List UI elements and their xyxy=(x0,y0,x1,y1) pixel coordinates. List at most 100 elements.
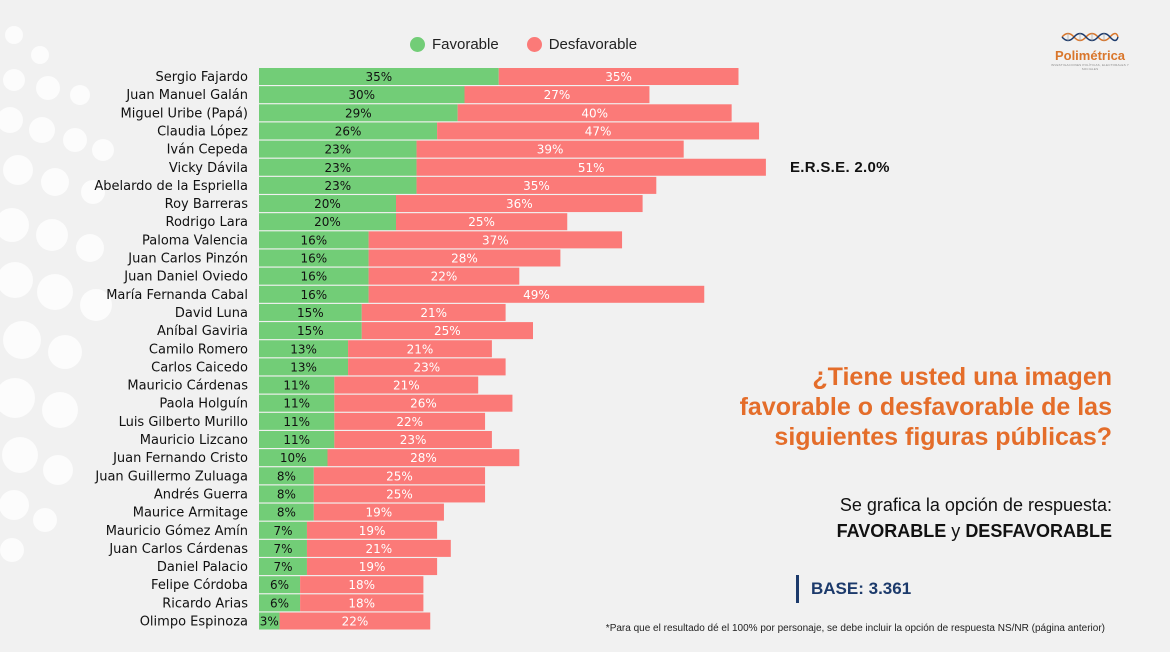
bar-desfavorable xyxy=(300,576,424,594)
bar-desfavorable xyxy=(368,285,705,303)
erse-label: E.R.S.E. 2.0% xyxy=(790,159,890,176)
data-label-desfavorable: 22% xyxy=(342,615,369,629)
data-label-desfavorable: 51% xyxy=(578,161,605,175)
chart-legend: Favorable Desfavorable xyxy=(410,36,665,53)
data-label-desfavorable: 28% xyxy=(451,252,478,266)
category-label: Mauricio Lizcano xyxy=(140,433,248,448)
legend-item-desfavorable: Desfavorable xyxy=(526,36,638,53)
bar-desfavorable xyxy=(313,467,486,485)
bar-desfavorable xyxy=(348,358,506,376)
data-label-favorable: 11% xyxy=(283,433,310,447)
legend-swatch-desfavorable xyxy=(526,37,542,52)
bar-desfavorable xyxy=(416,176,657,194)
logo-tagline: INVESTIGACIONES POLÍTICAS, ELECTORALES Y… xyxy=(1050,63,1130,71)
bar-desfavorable xyxy=(279,612,431,630)
data-label-desfavorable: 25% xyxy=(386,469,413,483)
bar-favorable xyxy=(259,576,301,594)
bar-desfavorable xyxy=(416,140,684,158)
data-label-desfavorable: 39% xyxy=(537,143,564,157)
bar-favorable xyxy=(259,104,458,122)
data-label-desfavorable: 35% xyxy=(523,179,550,193)
data-label-favorable: 11% xyxy=(283,415,310,429)
question-title: ¿Tiene usted una imagen favorable o desf… xyxy=(739,363,1112,451)
category-label: Daniel Palacio xyxy=(157,560,248,575)
bar-favorable xyxy=(259,612,280,630)
data-label-desfavorable: 25% xyxy=(386,487,413,501)
data-label-favorable: 20% xyxy=(314,197,341,211)
category-label: Paloma Valencia xyxy=(142,233,248,248)
bar-desfavorable xyxy=(334,412,486,430)
legend-label-desfavorable: Desfavorable xyxy=(548,36,638,53)
category-label: Camilo Romero xyxy=(149,342,248,357)
data-label-favorable: 15% xyxy=(297,324,324,338)
data-label-favorable: 11% xyxy=(283,397,310,411)
category-label: Roy Barreras xyxy=(165,197,249,212)
category-label: Maurice Armitage xyxy=(133,506,248,521)
data-label-desfavorable: 22% xyxy=(396,415,423,429)
bar-favorable xyxy=(259,394,335,412)
dna-wave-icon xyxy=(1061,32,1119,42)
category-label: Felipe Córdoba xyxy=(151,578,248,593)
legend-swatch-favorable xyxy=(410,37,425,52)
bar-favorable xyxy=(259,539,307,557)
data-label-favorable: 8% xyxy=(277,487,296,501)
data-label-desfavorable: 36% xyxy=(506,197,533,211)
data-label-favorable: 23% xyxy=(324,179,351,193)
data-label-desfavorable: 19% xyxy=(359,524,386,538)
category-label: Vicky Dávila xyxy=(169,161,248,176)
bar-desfavorable xyxy=(361,303,506,321)
bar-desfavorable xyxy=(334,431,492,448)
category-label: Aníbal Gaviria xyxy=(157,324,248,339)
data-label-favorable: 7% xyxy=(273,524,292,538)
subtitle-connector: y xyxy=(946,521,966,541)
data-label-favorable: 26% xyxy=(335,124,362,138)
data-label-desfavorable: 28% xyxy=(410,451,437,465)
bar-favorable xyxy=(259,340,349,358)
bar-desfavorable xyxy=(368,249,561,267)
category-label: David Luna xyxy=(175,306,248,321)
bar-desfavorable xyxy=(416,158,766,176)
subtitle-options: FAVORABLE y DESFAVORABLE xyxy=(692,518,1112,544)
data-label-favorable: 13% xyxy=(290,360,317,374)
legend-label-favorable: Favorable xyxy=(432,36,499,53)
bar-desfavorable xyxy=(306,539,451,557)
bar-favorable xyxy=(259,322,362,340)
bar-favorable xyxy=(259,412,335,430)
bar-favorable xyxy=(259,158,417,176)
bar-favorable xyxy=(259,358,349,376)
data-label-desfavorable: 27% xyxy=(544,88,571,102)
data-label-desfavorable: 40% xyxy=(581,106,608,120)
category-label: Luis Gilberto Murillo xyxy=(119,415,248,430)
data-label-favorable: 6% xyxy=(270,578,289,592)
data-label-desfavorable: 23% xyxy=(400,433,427,447)
bar-desfavorable xyxy=(368,267,520,285)
logo-name: Polimétrica xyxy=(1054,48,1126,63)
data-label-favorable: 29% xyxy=(345,106,372,120)
data-label-desfavorable: 25% xyxy=(468,215,495,229)
bar-favorable xyxy=(259,140,417,158)
category-label: Juan Carlos Cárdenas xyxy=(108,542,248,557)
data-label-desfavorable: 37% xyxy=(482,233,509,247)
data-label-desfavorable: 47% xyxy=(585,124,612,138)
data-label-favorable: 6% xyxy=(270,596,289,610)
bar-favorable xyxy=(259,449,328,467)
category-label: Olimpo Espinoza xyxy=(140,615,248,630)
category-label: Claudia López xyxy=(157,124,248,139)
data-label-desfavorable: 19% xyxy=(366,506,393,520)
data-label-desfavorable: 21% xyxy=(407,342,434,356)
data-label-favorable: 35% xyxy=(366,70,393,84)
bar-desfavorable xyxy=(313,503,444,521)
data-label-favorable: 16% xyxy=(300,270,327,284)
bar-favorable xyxy=(259,231,369,249)
data-label-desfavorable: 21% xyxy=(366,542,393,556)
category-label: Miguel Uribe (Papá) xyxy=(121,106,249,121)
bar-desfavorable xyxy=(457,104,732,122)
bar-desfavorable xyxy=(368,231,623,249)
category-label: Carlos Caicedo xyxy=(151,360,248,375)
data-label-favorable: 8% xyxy=(277,506,296,520)
bar-favorable xyxy=(259,86,465,104)
bar-desfavorable xyxy=(306,558,438,576)
data-label-desfavorable: 19% xyxy=(359,560,386,574)
category-label: Sergio Fajardo xyxy=(156,70,249,85)
data-label-desfavorable: 26% xyxy=(410,397,437,411)
